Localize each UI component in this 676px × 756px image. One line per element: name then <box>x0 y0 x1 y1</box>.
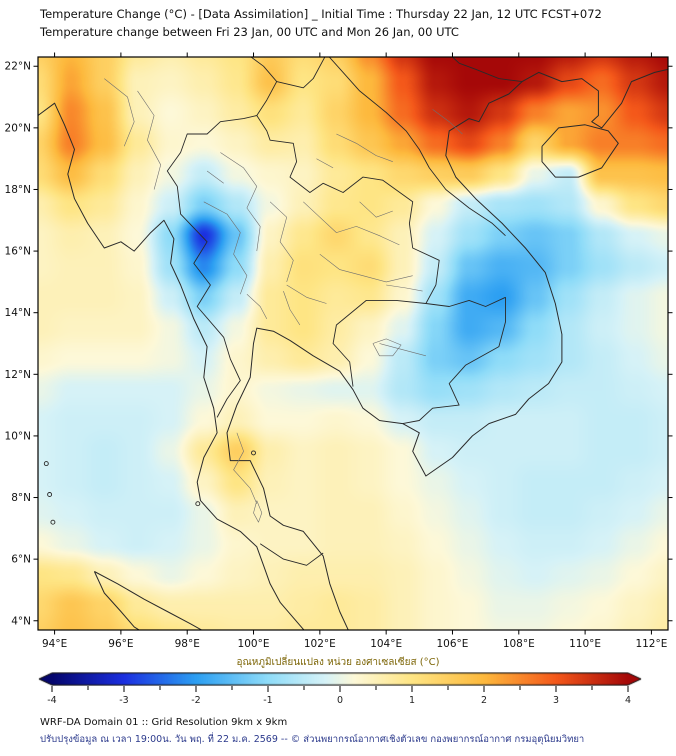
province-border-path <box>283 290 301 326</box>
province-border-path <box>303 201 400 246</box>
colorbar-tick-label: -3 <box>119 695 128 706</box>
country-border-path <box>256 57 326 116</box>
colorbar-tick-label: 0 <box>337 695 343 706</box>
country-border-path <box>328 57 506 237</box>
colorbar-label: อุณหภูมิเปลี่ยนแปลง หน่วย องศาเซลเซียส (… <box>236 657 440 668</box>
province-border-path <box>386 284 423 292</box>
colorbar-tick-label: 1 <box>409 695 415 706</box>
country-border-path <box>256 115 440 286</box>
country-border-path <box>332 284 437 387</box>
y-tick-label: 14°N <box>5 307 31 319</box>
province-border-path <box>432 109 463 135</box>
y-tick-label: 10°N <box>5 430 31 442</box>
province-border-path <box>372 338 402 357</box>
colorbar <box>38 672 642 686</box>
province-border-path <box>286 284 327 304</box>
y-tick-label: 8°N <box>11 492 31 504</box>
country-border-path <box>451 57 523 83</box>
coastline-path <box>541 124 619 178</box>
y-tick-label: 4°N <box>11 615 31 627</box>
country-border-path <box>250 57 278 82</box>
island-outline <box>195 501 201 507</box>
province-border-path <box>359 201 393 218</box>
x-tick-label: 106°E <box>437 638 469 650</box>
x-tick-label: 112°E <box>635 638 667 650</box>
country-border-path <box>425 296 506 307</box>
footer-domain-info: WRF-DA Domain 01 :: Grid Resolution 9km … <box>40 717 288 728</box>
province-border-path <box>379 343 426 357</box>
province-border-path <box>269 201 294 282</box>
x-tick-label: 102°E <box>304 638 336 650</box>
x-tick-label: 104°E <box>370 638 402 650</box>
province-border-path <box>246 293 268 320</box>
y-tick-label: 12°N <box>5 369 31 381</box>
province-border-path <box>206 170 224 184</box>
y-tick-label: 6°N <box>11 554 31 566</box>
province-border-path <box>220 152 261 252</box>
y-tick-label: 20°N <box>5 122 31 134</box>
coastline-path <box>93 571 141 630</box>
colorbar-tick-label: 3 <box>553 695 559 706</box>
country-border-path <box>166 115 257 418</box>
island-outline <box>50 519 56 525</box>
chart-title: Temperature Change (°C) - [Data Assimila… <box>40 7 602 21</box>
island-outline <box>43 461 49 467</box>
y-tick-label: 18°N <box>5 184 31 196</box>
province-border-path <box>104 78 135 147</box>
x-tick-label: 110°E <box>569 638 601 650</box>
province-border-path <box>336 133 393 162</box>
colorbar-tick-label: 2 <box>481 695 487 706</box>
colorbar-tick-label: 4 <box>625 695 631 706</box>
province-border-path <box>319 253 413 283</box>
island-outline <box>251 450 256 456</box>
colorbar-tick-label: -1 <box>263 695 272 706</box>
province-border-path <box>137 90 161 190</box>
island-outline <box>47 492 53 497</box>
x-tick-label: 100°E <box>238 638 270 650</box>
coastline-path <box>226 68 668 630</box>
colorbar-tick-label: -4 <box>47 695 56 706</box>
x-tick-label: 96°E <box>108 638 133 650</box>
province-border-path <box>253 500 263 523</box>
x-tick-label: 108°E <box>503 638 535 650</box>
x-tick-label: 94°E <box>42 638 67 650</box>
colorbar-tick-label: -2 <box>191 695 200 706</box>
map-borders-overlay <box>38 57 668 630</box>
x-tick-label: 98°E <box>175 638 200 650</box>
y-tick-label: 22°N <box>5 61 31 73</box>
y-tick-label: 16°N <box>5 246 31 258</box>
province-border-path <box>203 201 248 295</box>
chart-subtitle: Temperature change between Fri 23 Jan, 0… <box>40 25 459 39</box>
country-border-path <box>259 543 324 566</box>
province-border-path <box>316 158 334 169</box>
coastline-path <box>38 102 305 630</box>
country-border-path <box>402 297 506 425</box>
footer-update-info: ปรับปรุงข้อมูล ณ เวลา 19:00น. วัน พฤ. ที… <box>40 734 585 745</box>
